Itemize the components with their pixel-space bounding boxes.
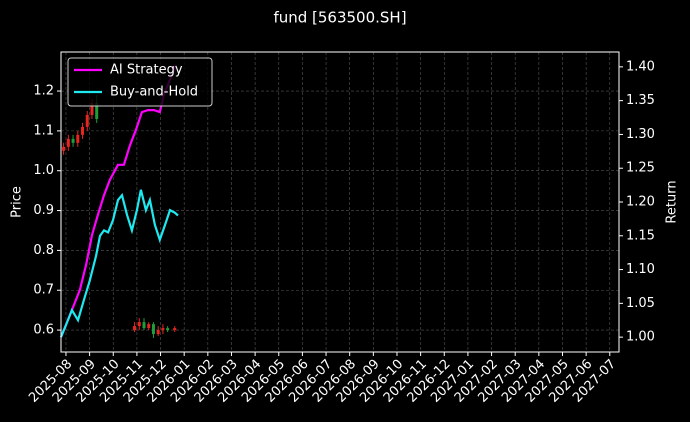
y-tick-label: 1.2 [33, 84, 54, 99]
chart-title: fund [563500.SH] [273, 9, 406, 27]
candle-body [95, 102, 99, 119]
y2-tick-label: 1.25 [626, 161, 655, 176]
y-tick-label: 0.6 [33, 323, 54, 338]
y2-tick-label: 1.35 [626, 93, 655, 108]
candle-body [133, 326, 137, 331]
candle-body [66, 138, 70, 147]
candle-body [151, 324, 155, 335]
candle-body [142, 322, 146, 329]
y2-tick-label: 1.40 [626, 59, 655, 74]
legend: AI Strategy Buy-and-Hold [67, 57, 213, 107]
candle-body [137, 322, 141, 327]
y2-axis-label: Return [665, 180, 680, 223]
y-axis-label: Price [10, 186, 25, 218]
y-tick-label: 0.8 [33, 243, 54, 258]
legend-label: AI Strategy [110, 63, 183, 78]
candle-body [161, 328, 165, 331]
candle-body [81, 126, 85, 135]
candle-body [147, 324, 151, 329]
y2-tick-label: 1.15 [626, 228, 655, 243]
candle-body [62, 146, 66, 151]
return-line [59, 189, 179, 338]
y2-tick-label: 1.30 [626, 127, 655, 142]
y2-tick-label: 1.00 [626, 330, 655, 345]
y2-tick-label: 1.20 [626, 195, 655, 210]
return-line [59, 64, 177, 338]
y-tick-label: 1.0 [33, 163, 54, 178]
y-tick-label: 1.1 [33, 123, 54, 138]
y2-tick-label: 1.10 [626, 262, 655, 277]
candle-body [76, 134, 80, 143]
legend-label: Buy-and-Hold [110, 85, 198, 100]
y-tick-label: 0.9 [33, 203, 54, 218]
candle-body [166, 328, 170, 331]
candle-body [90, 102, 94, 115]
candle-body [85, 114, 89, 127]
candle-body [156, 330, 160, 335]
y-tick-label: 0.7 [33, 283, 54, 298]
y2-tick-label: 1.05 [626, 296, 655, 311]
plot-frame [60, 51, 620, 353]
legend-box [67, 57, 213, 107]
candle-body [173, 328, 177, 331]
candle-body [71, 138, 75, 143]
